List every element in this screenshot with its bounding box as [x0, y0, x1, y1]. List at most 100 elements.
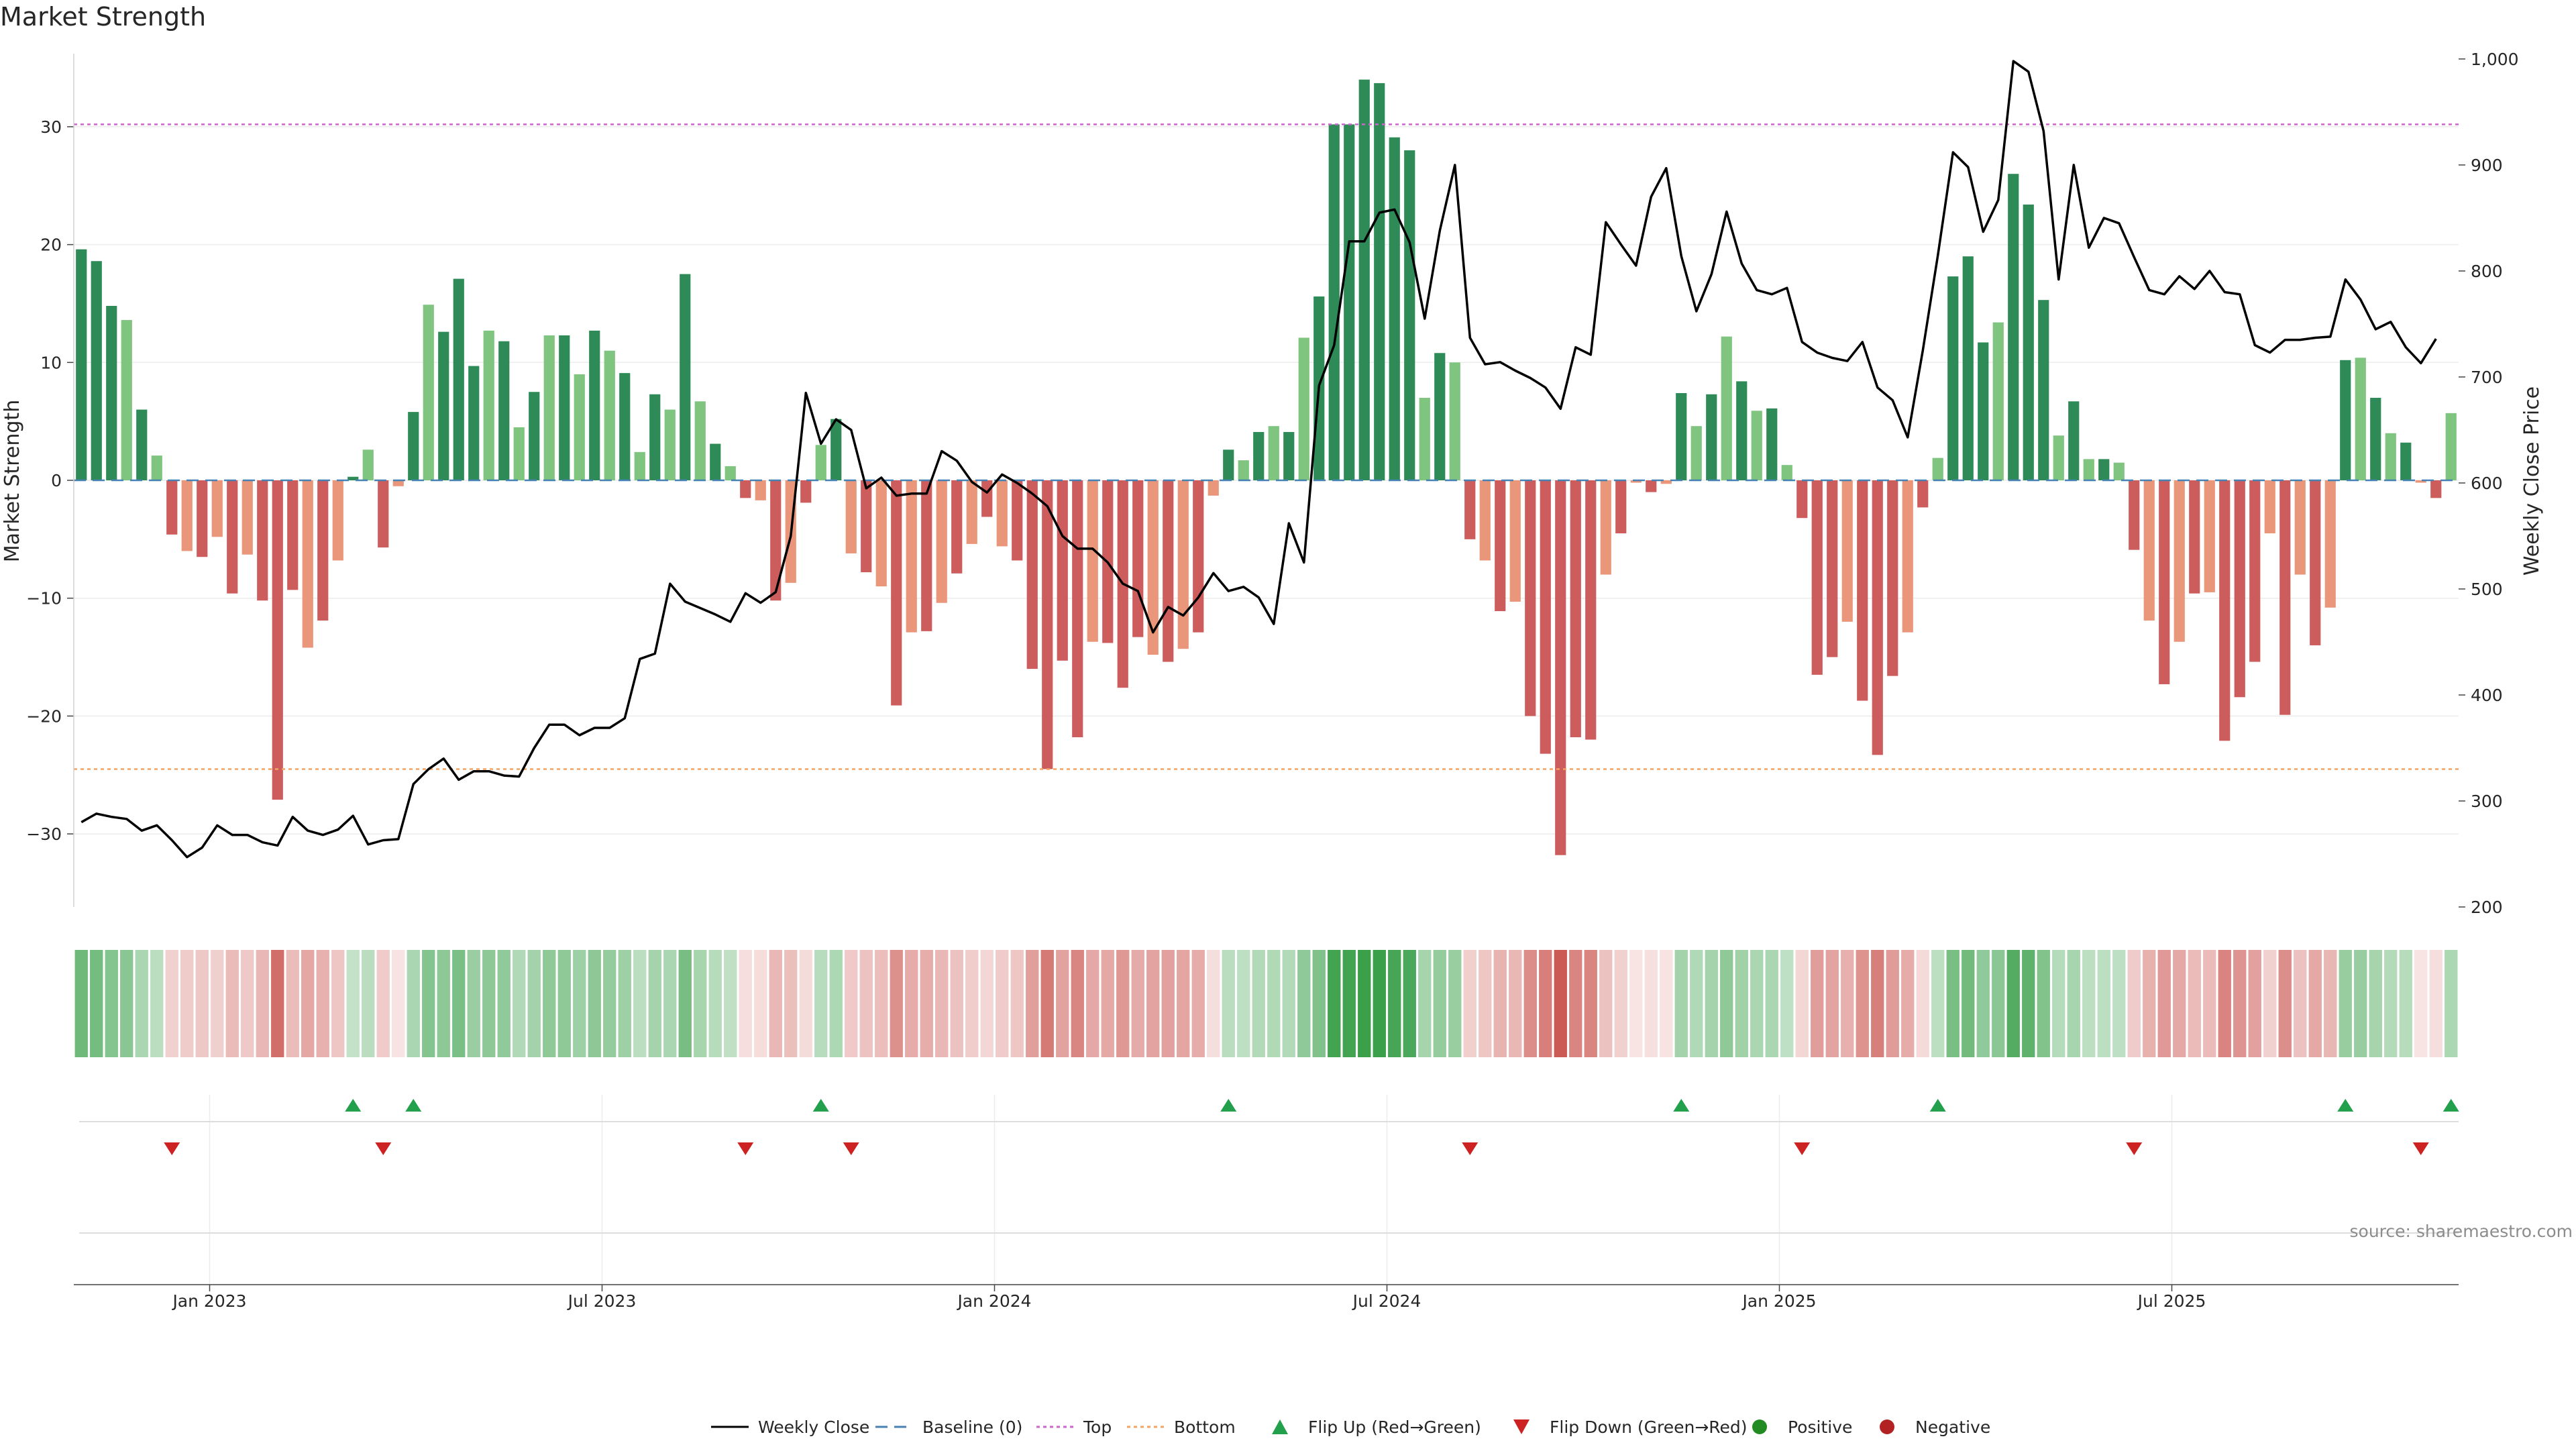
strength-bar: [1087, 480, 1098, 642]
strength-bar: [815, 445, 826, 480]
heat-strip-cell: [1161, 950, 1175, 1057]
heat-strip-cell: [694, 950, 707, 1057]
strength-bar: [121, 320, 132, 480]
strength-bar: [574, 374, 585, 480]
heat-strip-cell: [1539, 950, 1552, 1057]
strength-bar: [136, 409, 148, 480]
y2-axis-label: Weekly Close Price: [2520, 386, 2544, 576]
y2-tick-label: 1,000: [2471, 50, 2519, 69]
heat-strip-cell: [1690, 950, 1703, 1057]
strength-bar: [2083, 459, 2094, 480]
strength-bar: [2249, 480, 2261, 662]
strength-bar: [2294, 480, 2306, 575]
strength-bar: [241, 480, 253, 555]
strength-bar: [755, 480, 766, 500]
strength-bar: [1646, 480, 1657, 492]
heat-strip-cell: [2339, 950, 2352, 1057]
heat-strip-cell: [271, 950, 284, 1057]
heat-strip-cell: [799, 950, 812, 1057]
strength-bar: [1223, 449, 1234, 480]
strength-bar: [468, 366, 480, 480]
heat-strip-cell: [739, 950, 752, 1057]
strength-bar: [2129, 480, 2140, 550]
heat-strip-cell: [784, 950, 798, 1057]
strength-bar: [2068, 401, 2080, 480]
heat-strip-cell: [1463, 950, 1477, 1057]
strength-bar: [106, 305, 117, 480]
strength-bar: [2279, 480, 2291, 715]
heat-strip-cell: [965, 950, 979, 1057]
threshold-lines: [74, 123, 2459, 770]
strength-bar: [1706, 394, 1717, 480]
legend-label: Weekly Close: [758, 1417, 869, 1437]
strength-bar: [197, 480, 208, 557]
heat-strip-cell: [376, 950, 390, 1057]
heat-strip-cell: [1871, 950, 1884, 1057]
heat-strip-cell: [905, 950, 918, 1057]
strength-bar: [936, 480, 947, 603]
heat-strip-cell: [724, 950, 737, 1057]
strength-bar: [1796, 480, 1808, 519]
heat-strip-cell: [859, 950, 873, 1057]
heat-strip-cell: [1765, 950, 1778, 1057]
heat-strip-cell: [2369, 950, 2382, 1057]
legend-swatch: [1272, 1419, 1288, 1434]
strength-bar: [1177, 480, 1189, 649]
strength-bar: [529, 392, 540, 480]
strength-bar: [1026, 480, 1038, 669]
strength-bar: [1630, 480, 1642, 483]
strength-bar: [1374, 83, 1385, 480]
strength-bar: [1947, 276, 1959, 480]
heat-strip-cell: [150, 950, 164, 1057]
heat-strip-cell: [1026, 950, 1039, 1057]
heat-strip-cell: [2308, 950, 2322, 1057]
strength-bar: [1600, 480, 1611, 575]
heat-strip-cell: [1146, 950, 1160, 1057]
heat-strip-cell: [1177, 950, 1190, 1057]
heat-strip-cell: [1962, 950, 1975, 1057]
heat-strip-cell: [1554, 950, 1567, 1057]
heat-strip-cell: [1841, 950, 1854, 1057]
strength-bar: [2385, 433, 2396, 480]
flip-down-marker: [2412, 1142, 2429, 1155]
heat-strip-cell: [2082, 950, 2096, 1057]
strength-bar: [619, 373, 631, 480]
heat-strip-cell: [1599, 950, 1613, 1057]
heat-strip-cell: [1584, 950, 1597, 1057]
y2-tick-label: 500: [2471, 580, 2503, 599]
heat-strip-cell: [980, 950, 994, 1057]
heat-strip-cell: [225, 950, 239, 1057]
heat-strip-cell: [2097, 950, 2110, 1057]
strength-bar: [1253, 431, 1265, 480]
heat-strip-cell: [875, 950, 888, 1057]
strength-bar: [1193, 480, 1204, 633]
weekly-close-line: [80, 60, 2437, 859]
heat-strip-cell: [2173, 950, 2186, 1057]
legend-swatch: [1752, 1419, 1767, 1434]
heat-strip-cell: [2233, 950, 2247, 1057]
strength-bar: [408, 412, 419, 480]
strength-bar: [2143, 480, 2155, 621]
flip-markers: [79, 1099, 2459, 1234]
strength-bar: [1268, 426, 1279, 480]
heat-strip-cell: [2354, 950, 2367, 1057]
strength-bar: [1449, 362, 1460, 480]
strength-bar: [257, 480, 268, 601]
strength-bar: [2400, 442, 2412, 480]
heat-strip-cell: [497, 950, 511, 1057]
heat-strip-cell: [256, 950, 269, 1057]
y-tick-label: −20: [26, 706, 62, 726]
heat-strip-cell: [1071, 950, 1084, 1057]
heat-strip-cell: [814, 950, 828, 1057]
heat-strip-cell: [1780, 950, 1794, 1057]
strength-bar: [891, 480, 902, 706]
strength-bar: [1992, 322, 2004, 480]
strength-bar: [498, 341, 510, 480]
heat-strip-cell: [1116, 950, 1130, 1057]
heat-strip-cell: [1010, 950, 1024, 1057]
flip-up-marker: [405, 1099, 422, 1112]
strength-bar: [710, 443, 721, 480]
heat-strip-cell: [543, 950, 556, 1057]
heat-strip-cell: [180, 950, 194, 1057]
strength-bar: [906, 480, 917, 633]
